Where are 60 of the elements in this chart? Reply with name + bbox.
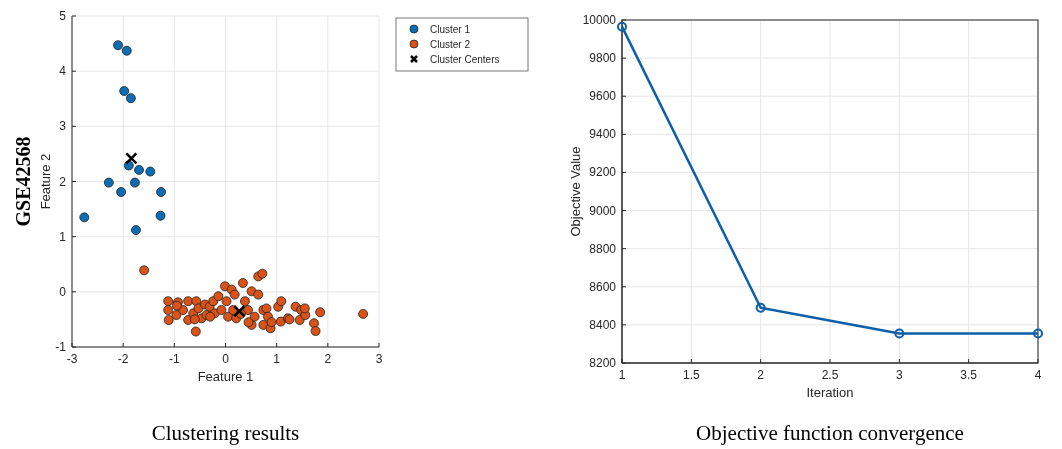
text: Objective function convergence <box>696 421 964 445</box>
x-tick-label: -3 <box>66 352 78 366</box>
y-tick-label: 9400 <box>589 127 617 142</box>
legend-label: Cluster Centers <box>430 54 500 65</box>
y-tick-label: 8200 <box>589 356 617 370</box>
y-tick-label: 8400 <box>589 317 617 332</box>
y-tick-label: 9200 <box>589 165 617 180</box>
y-tick-label: 5 <box>59 9 67 23</box>
x-tick-label: 4 <box>1034 368 1042 382</box>
point <box>156 187 166 197</box>
point <box>79 212 90 223</box>
y-axis-title: Objective Value <box>568 146 583 237</box>
x-tick-label: -2 <box>117 352 129 366</box>
point <box>755 302 766 313</box>
legend-label: Cluster 2 <box>430 39 471 50</box>
point <box>1033 328 1043 339</box>
legend-label: Cluster 1 <box>430 24 471 35</box>
y-tick-label: 8800 <box>589 241 617 256</box>
point <box>103 177 114 188</box>
y-tick-label: 1 <box>59 229 67 244</box>
y-tick-label: 3 <box>59 119 67 134</box>
point <box>125 93 136 104</box>
y-tick-label: 2 <box>59 174 67 189</box>
point <box>131 225 141 235</box>
point <box>116 187 127 197</box>
y-tick-label: 4 <box>59 64 67 79</box>
point <box>121 45 132 56</box>
x-tick-label: 0 <box>222 352 230 366</box>
y-tick-label: 8600 <box>589 279 617 294</box>
point <box>894 328 905 339</box>
x-tick-label: 3 <box>895 368 903 382</box>
point <box>119 86 130 96</box>
y-axis-title: Feature 2 <box>38 153 53 210</box>
y-tick-label: 9000 <box>589 203 617 218</box>
text: Clustering results <box>151 421 300 445</box>
y-tick-label: 0 <box>59 284 67 299</box>
x-tick-label: 2.5 <box>821 368 839 382</box>
x-tick-label: 2 <box>757 368 765 382</box>
y-tick-label: -1 <box>55 340 67 354</box>
x-tick-label: 1 <box>273 352 281 366</box>
point <box>233 304 246 318</box>
x-tick-label: -1 <box>169 352 180 366</box>
x-tick-label: 3 <box>375 352 383 366</box>
text: GSE42568 <box>12 136 34 227</box>
point <box>130 177 140 188</box>
x-tick-label: 3.5 <box>960 368 978 382</box>
point <box>125 152 138 165</box>
point <box>617 21 627 32</box>
x-axis-title: Iteration <box>806 385 854 400</box>
point <box>113 40 123 51</box>
point <box>145 166 156 177</box>
y-tick-label: 9600 <box>589 89 617 104</box>
x-tick-label: 1 <box>618 368 626 382</box>
point <box>134 165 144 175</box>
x-tick-label: 1.5 <box>682 368 700 382</box>
x-tick-label: 2 <box>324 352 332 366</box>
y-tick-label: 9800 <box>589 51 617 66</box>
x-axis-title: Feature 1 <box>197 369 254 384</box>
y-tick-label: 10000 <box>582 13 617 27</box>
point <box>155 210 166 221</box>
